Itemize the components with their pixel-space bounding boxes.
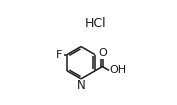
Text: OH: OH <box>110 65 127 75</box>
Text: O: O <box>98 48 107 58</box>
Text: N: N <box>77 79 85 92</box>
Text: F: F <box>56 50 62 60</box>
Text: HCl: HCl <box>85 17 106 30</box>
